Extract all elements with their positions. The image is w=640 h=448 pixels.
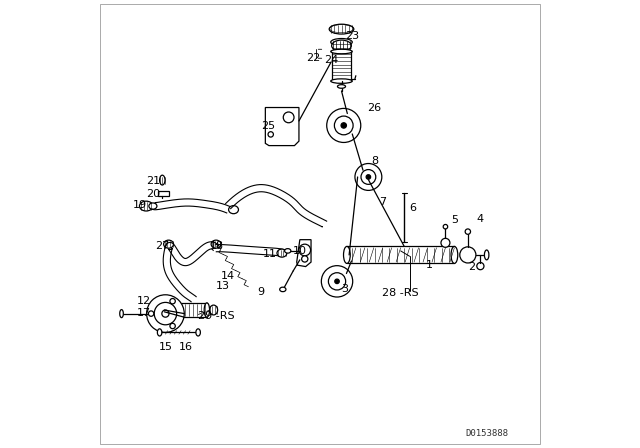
Ellipse shape (149, 203, 157, 209)
Text: 16: 16 (179, 342, 193, 352)
Circle shape (441, 238, 450, 247)
Ellipse shape (164, 240, 173, 248)
Text: 9: 9 (257, 287, 264, 297)
Circle shape (334, 116, 353, 135)
Circle shape (162, 310, 169, 317)
Text: 20: 20 (146, 189, 160, 198)
Circle shape (327, 108, 361, 142)
Circle shape (148, 311, 154, 316)
Text: 22: 22 (307, 53, 321, 63)
Circle shape (477, 263, 484, 270)
Ellipse shape (228, 206, 239, 214)
Text: 25: 25 (261, 121, 275, 131)
Bar (158, 191, 169, 196)
Text: 17: 17 (137, 308, 151, 318)
Ellipse shape (332, 40, 351, 52)
Circle shape (355, 164, 382, 190)
Text: 15: 15 (159, 342, 172, 352)
Circle shape (299, 244, 310, 256)
Text: 11: 11 (263, 250, 277, 259)
Circle shape (268, 132, 273, 137)
Circle shape (443, 224, 448, 229)
Circle shape (147, 295, 184, 332)
Circle shape (341, 123, 346, 128)
Ellipse shape (484, 250, 489, 260)
Ellipse shape (162, 303, 167, 317)
Circle shape (301, 256, 308, 262)
Text: 28 -RS: 28 -RS (382, 289, 419, 298)
Circle shape (170, 298, 175, 304)
Ellipse shape (329, 24, 354, 34)
Text: 18: 18 (210, 241, 224, 251)
Ellipse shape (120, 310, 124, 318)
Text: 23: 23 (345, 31, 359, 41)
Ellipse shape (331, 39, 352, 46)
Text: 3: 3 (341, 284, 348, 294)
Ellipse shape (331, 79, 352, 83)
Text: 4: 4 (477, 214, 484, 224)
Polygon shape (297, 240, 311, 267)
Ellipse shape (204, 303, 209, 317)
Text: 26: 26 (367, 103, 381, 113)
Text: 29 -RS: 29 -RS (198, 311, 235, 321)
Ellipse shape (331, 49, 352, 54)
Text: 13: 13 (216, 281, 230, 291)
Ellipse shape (277, 249, 287, 257)
Circle shape (328, 273, 346, 290)
Circle shape (321, 266, 353, 297)
Ellipse shape (344, 246, 350, 263)
Text: 27: 27 (155, 241, 170, 251)
Text: 8: 8 (371, 156, 378, 166)
Text: 12: 12 (137, 296, 151, 306)
Ellipse shape (140, 201, 153, 211)
Ellipse shape (157, 329, 162, 336)
Polygon shape (266, 108, 299, 146)
Circle shape (335, 279, 339, 284)
Text: 14: 14 (221, 271, 235, 280)
Ellipse shape (451, 246, 458, 263)
Text: 6: 6 (410, 203, 417, 213)
Ellipse shape (196, 329, 200, 336)
Ellipse shape (211, 240, 221, 248)
Circle shape (170, 323, 175, 329)
Bar (332, 52, 351, 81)
Text: 24: 24 (324, 55, 339, 65)
Circle shape (154, 302, 177, 325)
Circle shape (284, 112, 294, 123)
Text: 19: 19 (132, 200, 147, 210)
Ellipse shape (159, 175, 165, 185)
Circle shape (460, 247, 476, 263)
Text: 21: 21 (146, 177, 160, 186)
Text: 1: 1 (426, 260, 433, 270)
Text: D0153888: D0153888 (465, 429, 508, 438)
Circle shape (366, 175, 371, 179)
Text: 2: 2 (468, 262, 475, 271)
Text: 10: 10 (293, 246, 307, 256)
Text: 5: 5 (451, 215, 458, 224)
Circle shape (361, 170, 376, 185)
Ellipse shape (209, 305, 218, 315)
Circle shape (465, 229, 470, 234)
Ellipse shape (285, 249, 291, 253)
Ellipse shape (280, 287, 286, 292)
Ellipse shape (337, 85, 346, 88)
Text: 7: 7 (379, 198, 387, 207)
